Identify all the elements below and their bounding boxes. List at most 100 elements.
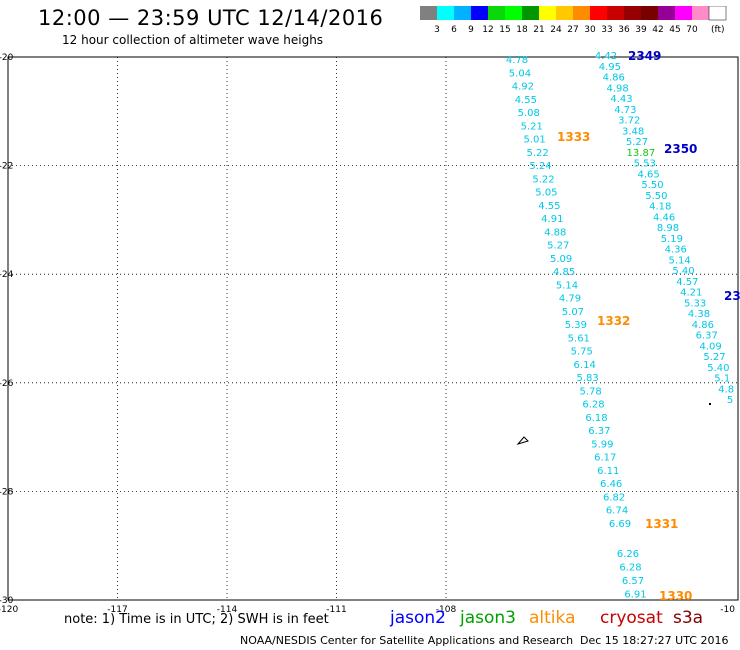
swh-value: 4.42: [595, 51, 617, 62]
page-title: 12:00 — 23:59 UTC 12/14/2016: [38, 6, 384, 30]
swh-value: 6.18: [585, 413, 607, 424]
legend-label: 24: [550, 25, 562, 35]
island-dot: [709, 403, 711, 405]
swh-value: 4.18: [649, 202, 671, 213]
lat-tick-label: -26: [0, 379, 14, 389]
swh-value: 5.04: [509, 68, 531, 79]
legend-swatch: [420, 6, 437, 20]
swh-value: 4.92: [512, 82, 534, 93]
swh-value: 5.07: [562, 307, 584, 318]
legend-label: 21: [533, 25, 544, 35]
legend-label: 45: [669, 25, 680, 35]
swh-value: 5.40: [672, 266, 694, 277]
legend-swatch: [590, 6, 607, 20]
orbit-label: 23: [724, 289, 740, 303]
orbit-label: 1332: [597, 314, 630, 328]
legend-label: 18: [516, 25, 528, 35]
lon-tick-label: -10: [720, 605, 735, 615]
orbit-label: 1333: [557, 130, 590, 144]
legend-swatch: [488, 6, 505, 20]
swh-value: 6.11: [597, 466, 619, 477]
units-note: note: 1) Time is in UTC; 2) SWH is in fe…: [64, 612, 329, 627]
swh-value: 4.36: [665, 245, 687, 256]
swh-value: 5.14: [556, 280, 578, 291]
swh-value: 3.48: [622, 126, 644, 137]
legend-label: 39: [635, 25, 647, 35]
swh-value: 6.91: [624, 590, 646, 601]
legend-label: 3: [434, 25, 440, 35]
legend-swatch: [522, 6, 539, 20]
swh-value: 5.1: [714, 374, 730, 385]
swh-value: 4.8: [718, 384, 734, 395]
swh-value: 4.78: [506, 55, 528, 66]
swh-color-legend: 3 6 9 12 15 18 21 24 27 30 33 36 39 42 45 70 (ft): [420, 6, 727, 35]
lat-tick-label: -28: [0, 487, 14, 497]
lon-tick-label: -114: [217, 605, 238, 615]
swh-value: 5.50: [645, 191, 667, 202]
swh-value: 6.28: [619, 563, 641, 574]
orbit-label: 1331: [645, 517, 678, 531]
swh-value: 5.61: [568, 333, 590, 344]
swh-value: 5.19: [661, 234, 683, 245]
swh-value: 5.78: [579, 386, 601, 397]
legend-swatch: [437, 6, 454, 20]
swh-value: 5: [727, 395, 733, 406]
swh-value: 5.01: [524, 135, 546, 146]
swh-value: 5.08: [518, 108, 540, 119]
swh-value: 6.26: [617, 549, 639, 560]
lon-tick-label: -117: [107, 605, 127, 615]
swh-value: 5.09: [550, 254, 572, 265]
legend-label: (ft): [711, 25, 725, 35]
legend-label: 36: [618, 25, 630, 35]
swh-value: 4.46: [653, 212, 675, 223]
footer-credit: NOAA/NESDIS Center for Satellite Applica…: [240, 634, 574, 647]
swh-value: 5.99: [591, 439, 613, 450]
swh-value: 4.55: [515, 95, 537, 106]
swh-value: 4.65: [637, 169, 659, 180]
swh-value: 6.14: [574, 360, 596, 371]
legend-swatch: [692, 6, 709, 20]
legend-swatch: [573, 6, 590, 20]
swh-value: 4.57: [676, 277, 698, 288]
swh-value: 5.22: [532, 174, 554, 185]
swh-value: 6.37: [696, 331, 718, 342]
lat-tick-label: -30: [0, 596, 14, 606]
legend-label: 33: [601, 25, 612, 35]
swh-value: 5.14: [668, 255, 690, 266]
satellite-name: cryosat: [600, 608, 663, 628]
swh-value: 5.83: [576, 373, 598, 384]
page-subtitle: 12 hour collection of altimeter wave hei…: [62, 33, 324, 47]
swh-value: 6.28: [582, 400, 604, 411]
swh-value: 3.72: [618, 116, 640, 127]
legend-swatch: [539, 6, 556, 20]
orbit-label: 1330: [659, 589, 692, 603]
swh-value: 6.57: [622, 576, 644, 587]
swh-value: 6.37: [588, 426, 610, 437]
swh-value: 4.73: [614, 105, 636, 116]
legend-label: 42: [652, 25, 663, 35]
swh-value: 6.69: [609, 519, 631, 530]
lon-tick-label: -111: [326, 605, 346, 615]
swh-value: 8.98: [657, 223, 679, 234]
swh-value: 5.40: [707, 363, 729, 374]
swh-value: 4.88: [544, 227, 566, 238]
swh-value: 4.38: [688, 309, 710, 320]
swh-value: 6.74: [606, 506, 628, 517]
legend-swatch: [471, 6, 488, 20]
swh-value: 4.86: [603, 73, 625, 84]
swh-value: 5.24: [529, 161, 551, 172]
lon-tick-label: -108: [436, 605, 457, 615]
swh-value: 5.05: [535, 188, 557, 199]
lat-tick-label: -22: [0, 162, 13, 172]
legend-label: 6: [451, 25, 457, 35]
swh-value: 4.98: [606, 83, 628, 94]
legend-label: 9: [468, 25, 474, 35]
swh-value: 5.21: [521, 121, 543, 132]
swh-value: 6.82: [603, 492, 625, 503]
footer-timestamp: Dec 15 18:27:27 UTC 2016: [580, 634, 729, 647]
swh-value: 5.22: [526, 148, 548, 159]
legend-label: 30: [584, 25, 596, 35]
legend-swatch: [607, 6, 624, 20]
swh-value: 5.75: [571, 347, 593, 358]
